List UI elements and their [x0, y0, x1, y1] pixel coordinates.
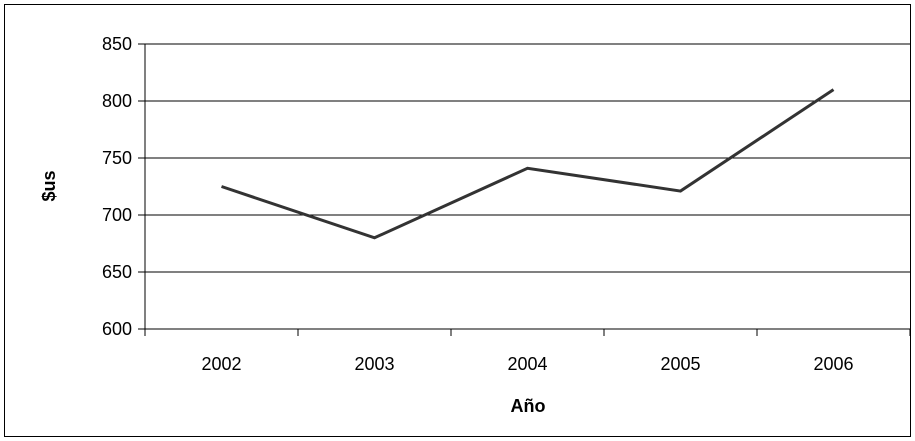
chart-frame	[4, 4, 911, 437]
tick-labels: 600 650 700 750 800 850 2002 2003 2004 2005 2006	[102, 34, 854, 374]
x-axis-title: Año	[511, 396, 546, 416]
y-axis-title: $us	[39, 170, 59, 201]
y-tick-label-800: 800	[102, 91, 132, 111]
x-tick-label-2004: 2004	[507, 354, 547, 374]
y-tick-label-750: 750	[102, 148, 132, 168]
series-layer	[221, 88, 835, 240]
y-tick-label-700: 700	[102, 205, 132, 225]
grid-lines	[145, 43, 910, 273]
y-tick-label-650: 650	[102, 262, 132, 282]
series-line-0	[221, 88, 835, 240]
axes	[138, 43, 911, 336]
x-tick-label-2002: 2002	[201, 354, 241, 374]
y-tick-label-850: 850	[102, 34, 132, 54]
y-tick-label-600: 600	[102, 319, 132, 339]
x-tick-label-2003: 2003	[354, 354, 394, 374]
x-tick-label-2005: 2005	[660, 354, 700, 374]
x-tick-label-2006: 2006	[813, 354, 853, 374]
